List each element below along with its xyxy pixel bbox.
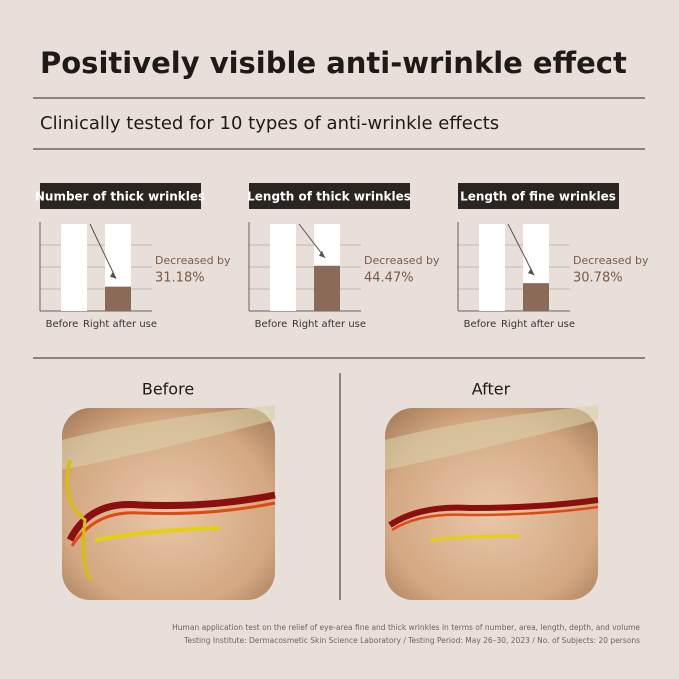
bar <box>314 265 340 311</box>
panel-label: Number of thick wrinkles <box>35 190 205 204</box>
x-label: Before <box>255 319 288 330</box>
photo-before <box>62 405 276 600</box>
decrease-text: Decreased by <box>364 254 440 267</box>
footnote: Testing Institute: Dermacosmetic Skin Sc… <box>183 636 640 645</box>
x-label: Right after use <box>83 319 157 330</box>
arrow-head <box>528 268 534 276</box>
decrease-text: Decreased by <box>155 254 231 267</box>
x-label: Right after use <box>501 319 575 330</box>
decrease-value: 30.78% <box>573 271 623 286</box>
label-box <box>458 183 619 209</box>
x-label: Before <box>464 319 497 330</box>
arrow-head <box>319 250 325 258</box>
bar <box>105 286 131 311</box>
decrease-value: 44.47% <box>364 271 414 286</box>
panel-label: Length of fine wrinkles <box>460 190 616 204</box>
decrease-text: Decreased by <box>573 254 649 267</box>
label-box <box>249 183 410 209</box>
title: Positively visible anti-wrinkle effect <box>40 46 627 80</box>
arrow-head <box>110 271 116 279</box>
photo-label: After <box>472 380 511 399</box>
photo-label: Before <box>142 380 194 399</box>
subtitle: Clinically tested for 10 types of anti-w… <box>40 113 499 134</box>
decrease-value: 31.18% <box>155 271 205 286</box>
photo-after <box>385 405 599 600</box>
arrow <box>298 223 326 259</box>
x-label: Right after use <box>292 319 366 330</box>
bar <box>270 224 296 311</box>
panel-label: Length of thick wrinkles <box>247 190 411 204</box>
bar <box>61 224 87 311</box>
arrow <box>507 223 535 276</box>
x-label: Before <box>46 319 79 330</box>
bar <box>523 283 549 311</box>
footnote: Human application test on the relief of … <box>172 623 640 632</box>
arrow <box>89 223 117 279</box>
label-box <box>40 183 201 209</box>
bar <box>479 224 505 311</box>
